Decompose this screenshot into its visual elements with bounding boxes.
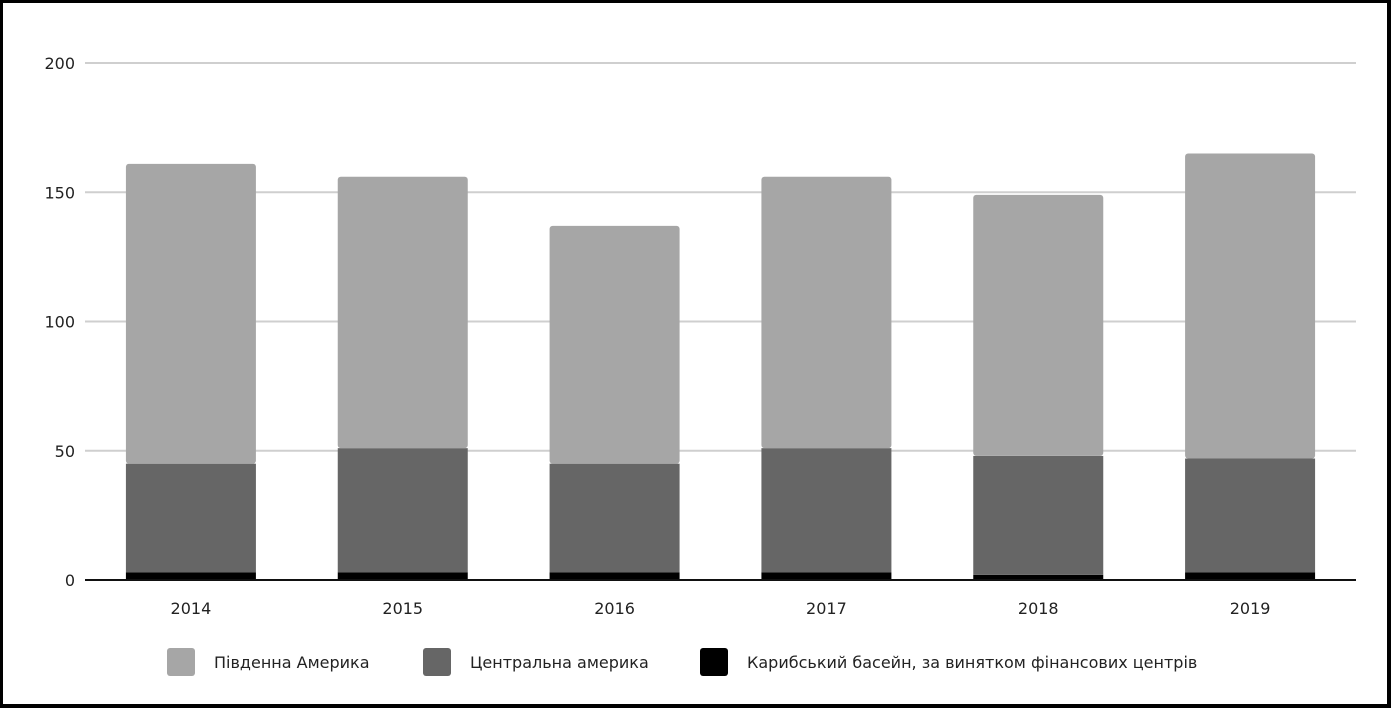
bar-2019-series-0 xyxy=(1185,572,1316,580)
legend: Південна Америка Центральна америка Карибс… xyxy=(167,648,1197,676)
legend-swatch-1 xyxy=(423,648,451,676)
bar-2016-series-0 xyxy=(549,572,680,580)
legend-swatch-2 xyxy=(167,648,195,676)
bar-2019-series-1 xyxy=(1185,458,1316,573)
x-tick-label: 2015 xyxy=(382,599,423,618)
bar-2017-series-0 xyxy=(761,572,892,580)
bar-2014-series-2 xyxy=(125,163,256,464)
bar-2014-series-1 xyxy=(125,463,256,573)
legend-label: Карибський басейн, за винятком фінансови… xyxy=(747,653,1197,672)
x-tick-label: 2019 xyxy=(1230,599,1271,618)
bar-2018-series-2 xyxy=(973,194,1104,456)
gridlines xyxy=(85,62,1356,452)
y-tick-label: 200 xyxy=(44,54,75,73)
legend-swatch-0 xyxy=(700,648,728,676)
y-axis-ticks: 0 50 100 150 200 xyxy=(44,54,75,590)
y-tick-label: 0 xyxy=(65,571,75,590)
bar-2014-series-0 xyxy=(125,572,256,580)
bar-2018-series-0 xyxy=(973,574,1104,580)
x-tick-label: 2016 xyxy=(594,599,635,618)
bar-2015-series-1 xyxy=(337,448,468,573)
bar-2016-series-2 xyxy=(549,225,680,464)
stacked-bar-chart: 0 50 100 150 200 2014 2015 2016 2017 2018 2019 Пі… xyxy=(44,54,1356,676)
x-tick-label: 2014 xyxy=(171,599,212,618)
y-tick-label: 50 xyxy=(55,442,75,461)
y-tick-label: 150 xyxy=(44,183,75,202)
x-axis-ticks: 2014 2015 2016 2017 2018 2019 xyxy=(171,599,1271,618)
bar-2017-series-2 xyxy=(761,176,892,449)
legend-label: Центральна америка xyxy=(470,653,649,672)
bar-2016-series-1 xyxy=(549,463,680,573)
bar-2018-series-1 xyxy=(973,455,1104,575)
bar-2015-series-2 xyxy=(337,176,468,449)
bars xyxy=(125,153,1316,580)
y-tick-label: 100 xyxy=(44,313,75,332)
legend-label: Південна Америка xyxy=(214,653,370,672)
x-tick-label: 2017 xyxy=(806,599,847,618)
bar-2017-series-1 xyxy=(761,448,892,573)
x-tick-label: 2018 xyxy=(1018,599,1059,618)
bar-2019-series-2 xyxy=(1185,153,1316,459)
bar-2015-series-0 xyxy=(337,572,468,580)
